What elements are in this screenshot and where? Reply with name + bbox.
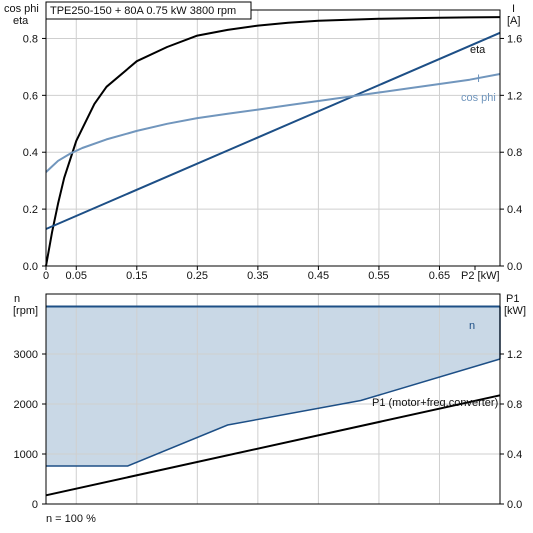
bottom-left-axis-label-line2: [rpm] — [13, 305, 38, 317]
bottom-y-right-ticks: 0.0 0.4 0.8 1.2 — [500, 349, 522, 511]
top-x-axis-label: P2 [kW] — [461, 270, 500, 282]
bottom-speed-area — [46, 306, 500, 466]
top-x-tick-label: 0.15 — [126, 270, 147, 282]
top-x-tick-label: 0.05 — [66, 270, 87, 282]
series-label-speed: n — [469, 320, 475, 332]
top-x-tick-label: 0.45 — [308, 270, 329, 282]
bottom-y-left-tick-label: 0 — [32, 499, 38, 511]
speed-power-chart: 0 1000 2000 3000 0.0 0.4 0.8 1.2 n [rpm] P1 [k… — [13, 293, 526, 525]
top-x-tick-label: 0 — [43, 270, 49, 282]
series-line-cos-phi — [45, 73, 501, 173]
bottom-y-left-tick-label: 3000 — [14, 349, 38, 361]
top-y-left-tick-label: 0.0 — [23, 261, 38, 273]
series-line-I — [45, 31, 501, 230]
bottom-left-axis-label-line1: n — [14, 293, 20, 305]
efficiency-current-chart: 0 0.05 0.15 0.25 0.35 0.45 0.55 0.65 0.00.20.40… — [4, 1, 522, 282]
top-left-axis-label-line2: eta — [13, 15, 29, 27]
series-label-power: P1 (motor+freq.converter) — [372, 397, 498, 409]
top-x-tick-label: 0.65 — [429, 270, 450, 282]
bottom-right-axis-label-line2: [kW] — [504, 305, 526, 317]
top-left-axis-label-line1: cos phi — [4, 3, 39, 15]
bottom-y-left-ticks: 0 1000 2000 3000 — [14, 349, 46, 511]
top-x-ticks: 0 0.05 0.15 0.25 0.35 0.45 0.55 0.65 — [43, 266, 476, 282]
bottom-y-right-tick-label: 0.8 — [507, 399, 522, 411]
bottom-y-right-tick-label: 0.0 — [507, 499, 522, 511]
top-y-right-tick-label: 1.2 — [507, 90, 522, 102]
series-label-eta: eta — [470, 44, 486, 56]
top-right-axis-label-line1: I — [512, 3, 515, 15]
header-box — [45, 1, 252, 20]
bottom-y-left-tick-label: 2000 — [14, 399, 38, 411]
series-line-eta — [45, 16, 501, 267]
bottom-y-left-tick-label: 1000 — [14, 449, 38, 461]
top-x-tick-label: 0.35 — [247, 270, 268, 282]
top-x-tick-label: 0.55 — [368, 270, 389, 282]
top-y-left-tick-label: 0.8 — [23, 33, 38, 45]
top-plot-frame — [45, 9, 501, 267]
series-label-cosphi: cos phi — [461, 92, 496, 104]
top-y-right-tick-label: 0.0 — [507, 261, 522, 273]
top-y-right-tick-label: 0.4 — [507, 204, 522, 216]
top-right-axis-label-line2: [A] — [507, 15, 520, 27]
chart-header: TPE250-150 + 80A 0.75 kW 3800 rpm — [50, 5, 236, 17]
top-y-left-tick-label: 0.4 — [23, 147, 38, 159]
top-y-left-ticks: 0.0 0.2 0.4 0.6 0.8 — [23, 33, 46, 273]
top-grid — [46, 10, 500, 266]
series-line-power — [45, 394, 501, 497]
top-y-right-ticks: 0.0 0.4 0.8 1.2 1.6 — [500, 33, 522, 273]
top-y-right-tick-label: 0.8 — [507, 147, 522, 159]
bottom-y-right-tick-label: 0.4 — [507, 449, 522, 461]
bottom-grid — [46, 294, 500, 504]
bottom-y-right-tick-label: 1.2 — [507, 349, 522, 361]
speed-range-fill — [46, 306, 500, 466]
top-y-left-tick-label: 0.6 — [23, 90, 38, 102]
top-series — [45, 16, 501, 267]
top-y-right-tick-label: 1.6 — [507, 33, 522, 45]
speed-min-line — [46, 358, 501, 467]
speed-percent-note: n = 100 % — [46, 513, 96, 525]
top-y-left-tick-label: 0.2 — [23, 204, 38, 216]
top-x-tick-label: 0.25 — [187, 270, 208, 282]
bottom-right-axis-label-line1: P1 — [506, 293, 519, 305]
bottom-plot-frame — [45, 293, 501, 505]
series-label-current: I — [477, 73, 480, 85]
